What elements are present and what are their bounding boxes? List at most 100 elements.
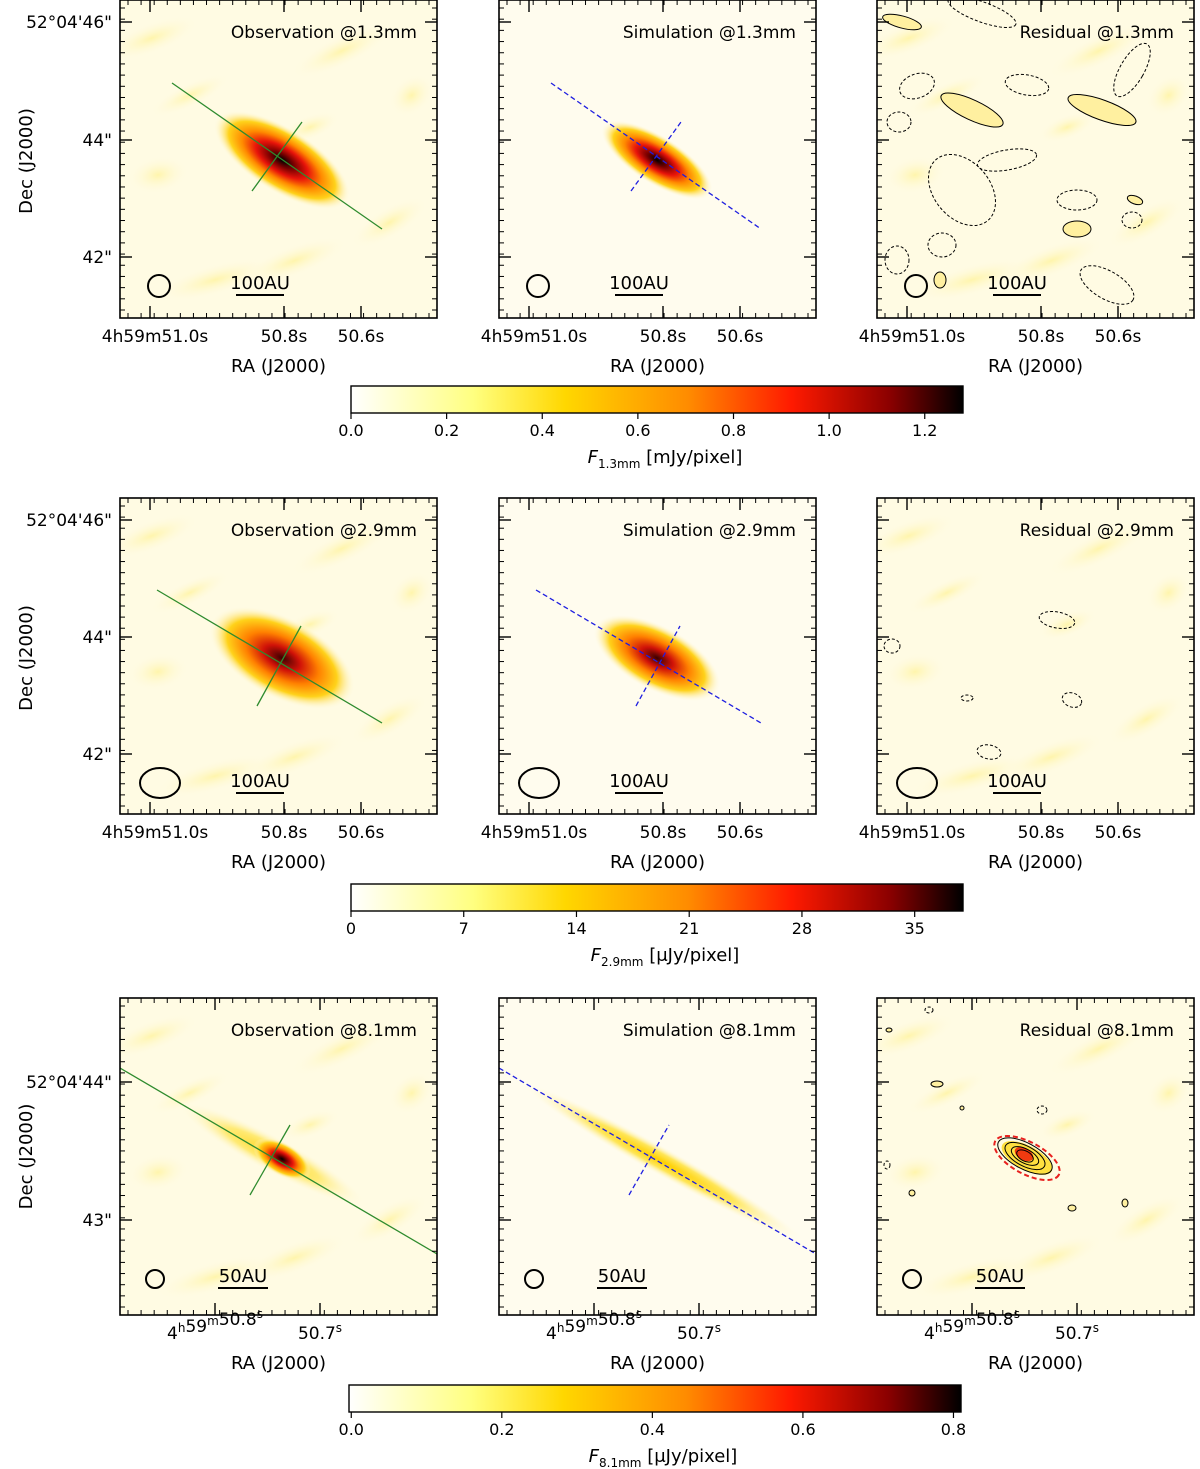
residual-contour-solid [940,92,1004,128]
scale-bar-label: 50AU [976,1266,1024,1287]
noise-patch [1037,608,1098,641]
panel-residual-1: 100AU Residual @1.3mm [876,0,1195,319]
y-tick-label: 44" [83,131,112,151]
colorbar-tick-label: 14 [566,919,586,938]
x-tick-label-part: 4 [546,1324,557,1344]
x-axis-label: RA (J2000) [988,1353,1083,1374]
colorbar-2: 0 7 14 21 28 35 F2.9mm [μJy/pixel] [346,883,964,969]
source-emission [601,120,713,200]
residual-contour-dashed [976,148,1038,172]
x-tick-label: 50.6s [1095,823,1142,843]
panel-observation-1: 100AU Observation @1.3mm [119,0,438,319]
colorbar-3: 0.0 0.2 0.4 0.6 0.8 F8.1mm [μJy/pixel] [339,1384,966,1469]
y-tick-label: 52°04'44" [26,1073,112,1093]
colorbar-tick-label: 0 [346,919,356,938]
panel-title: Simulation @2.9mm [623,521,796,541]
noise-patch [1046,22,1152,79]
noise-patch [126,1152,190,1192]
residual-contour-solid [1067,1204,1077,1212]
colorbar-tick-label: 0.8 [721,421,746,440]
panel-title: Residual @2.9mm [1020,521,1174,541]
residual-contour-solid [1067,94,1137,126]
colorbar-tick-label: 0.0 [339,1420,364,1439]
axis-ticks [877,498,1194,814]
panel-frame [498,997,817,1316]
panel-observation-3: 50AU Observation @8.1mm [119,997,438,1316]
panel-simulation-3: 50AU Simulation @8.1mm [498,997,817,1316]
colorbar-label: F2.9mm [μJy/pixel] [591,945,740,969]
x-axis-label: RA (J2000) [610,852,705,873]
noise-patch [1107,693,1186,746]
residual-contour-dashed [883,638,901,654]
residual-contour-solid [1062,220,1092,238]
y-tick-labels: 52°04'44" 43" [26,1073,112,1231]
x-tick-label-sup: s [636,1307,642,1321]
panel-residual-3: 50AU Residual @8.1mm [876,997,1195,1316]
major-axis-line [550,82,762,230]
x-tick-labels: 4h59m51.0s 50.8s 50.6s [102,327,385,347]
noise-patch [1037,1108,1098,1141]
panel-title: Observation @2.9mm [231,521,417,541]
residual-contour-dashed [1079,265,1135,305]
colorbar-tick-label: 35 [905,919,925,938]
noise-patch [883,1152,947,1192]
colorbar-tick-label: 0.6 [625,421,650,440]
panel-image [877,998,1194,1315]
residual-contour-solid [1016,1149,1034,1163]
colorbar-tick-label: 1.2 [912,421,937,440]
residual-contour-dashed [1121,211,1143,229]
residual-contour-dashed [1036,1105,1048,1115]
x-tick-label-sup: s [336,1321,342,1335]
scale-bar-label: 50AU [219,1266,267,1287]
x-tick-label-part: 50.7 [677,1324,715,1344]
x-tick-label-sup: h [557,1321,565,1335]
noise-patch [910,257,1034,303]
x-tick-label-sup: h [178,1321,186,1335]
colorbar-tick-label: 0.8 [941,1420,966,1439]
colorbar-label-symbol: F [589,1446,600,1467]
x-tick-label: 50.6s [717,823,764,843]
source-emission [208,606,356,710]
x-tick-label-sup: s [715,1321,721,1335]
noise-patch [1046,520,1152,577]
colorbar-tick-label: 0.4 [640,1420,665,1439]
colorbar-label-sub: 8.1mm [599,1456,641,1469]
colorbar-tick-label: 21 [679,919,699,938]
x-tick-label-part: 59 [942,1317,964,1337]
x-tick-label-part: 50.8 [976,1310,1014,1330]
x-axis-label: RA (J2000) [610,356,705,377]
minor-axis-line [635,625,681,707]
x-axis-label: RA (J2000) [231,356,326,377]
noise-patch [906,1071,988,1116]
x-tick-labels: 4h59m51.0s 50.8s 50.6s [859,327,1142,347]
x-tick-label: 50.6s [338,327,385,347]
noise-patch [120,513,200,559]
axis-ticks [120,998,437,1315]
colorbar-label: F8.1mm [μJy/pixel] [589,1446,738,1469]
y-axis-label: Dec (J2000) [16,605,37,711]
axis-ticks [877,0,1194,318]
colorbar-tick-label: 0.6 [790,1420,815,1439]
noise-patch [126,155,190,195]
noise-patch [883,155,947,195]
x-tick-label-part: 50.7 [298,1324,336,1344]
noise-patch [153,753,277,799]
noise-patch [388,73,435,118]
panel-image [499,998,816,1315]
residual-contour-dashed [924,1006,934,1014]
scale-bar-label: 100AU [609,273,669,294]
panel-image [877,498,1194,814]
residual-contour-solid [1121,1198,1129,1208]
panel-image [120,998,437,1315]
colorbar-gradient [348,1384,962,1413]
x-tick-label: 50.6s [717,327,764,347]
x-tick-label: 4h59m51.0s [102,327,209,347]
major-axis-line [499,1067,816,1255]
noise-patch [1107,196,1186,249]
x-tick-labels: 4h59m51.0s 50.8s 50.6s [481,327,764,347]
noise-patch [910,1254,1034,1300]
noise-patch [240,236,349,286]
noise-patch [877,15,957,62]
x-tick-label: 50.8s [261,327,308,347]
beam-ellipse [518,767,560,799]
